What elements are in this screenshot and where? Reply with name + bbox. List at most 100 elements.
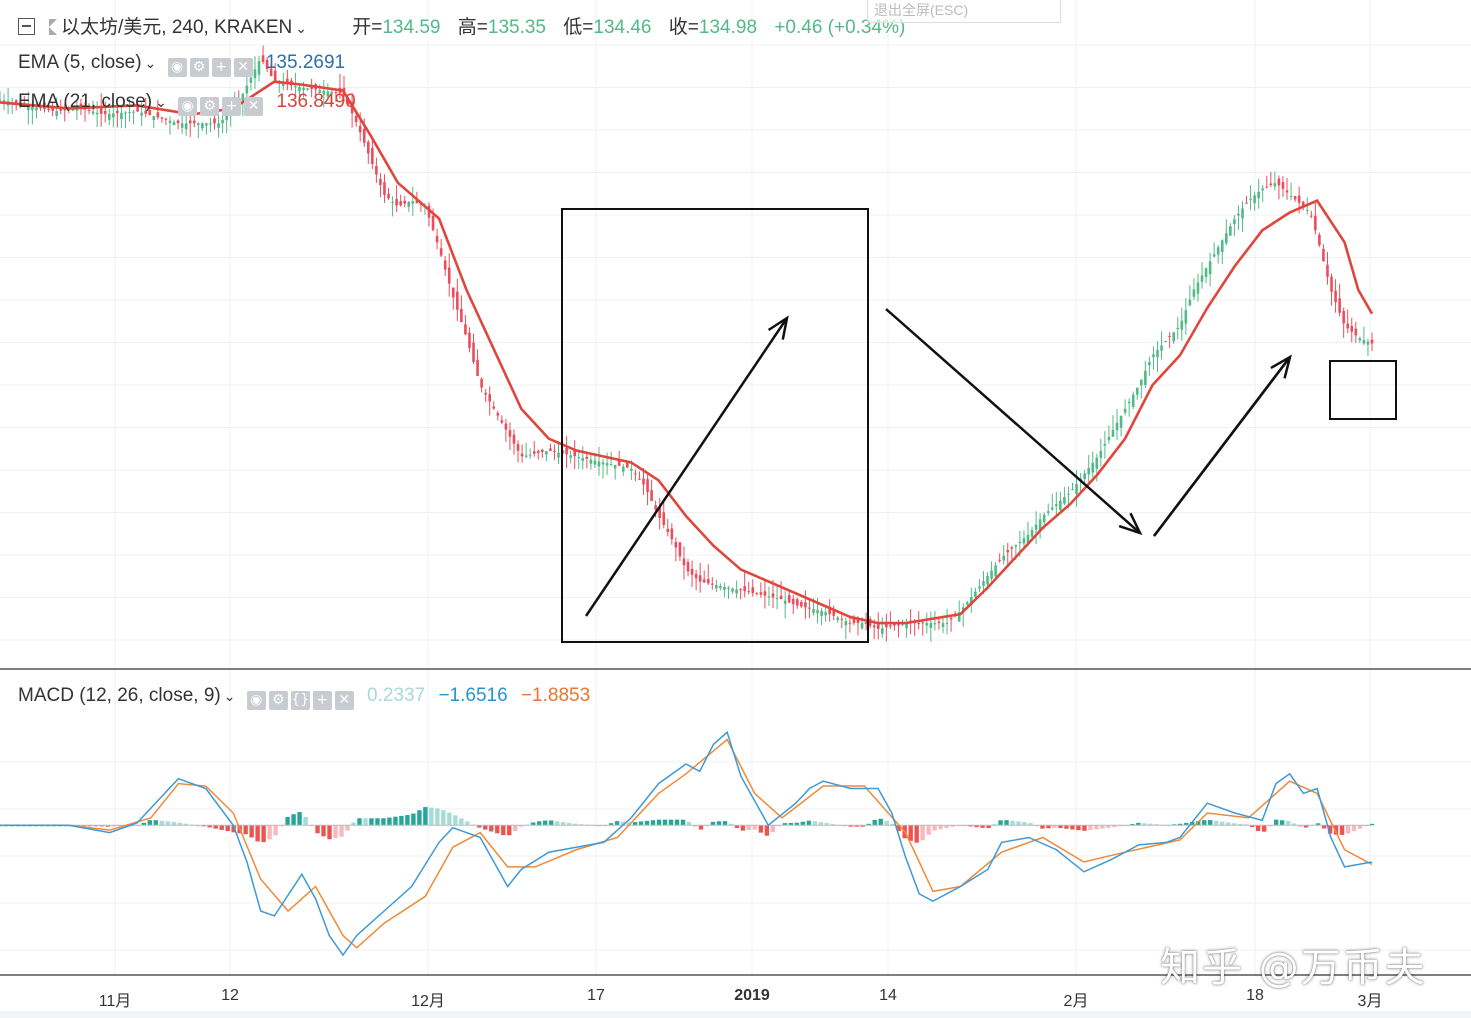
eye-icon[interactable]: ◉	[167, 58, 187, 77]
macd-histogram-bar	[375, 818, 380, 826]
macd-histogram-bar	[489, 825, 494, 832]
ema21-label[interactable]: EMA (21, close)	[18, 91, 153, 112]
candle-body	[241, 93, 245, 102]
candle-body	[427, 205, 431, 218]
eye-icon[interactable]: ◉	[178, 97, 198, 116]
macd-histogram-bar	[1040, 825, 1045, 829]
open-label: 开=	[352, 17, 383, 38]
macd-histogram-bar	[698, 825, 704, 830]
candle-body	[998, 559, 1001, 561]
candle-body	[986, 575, 989, 585]
macd-histogram-bar	[686, 821, 692, 826]
candle-body	[674, 542, 678, 548]
macd-histogram-bar	[1237, 823, 1243, 826]
candle-body	[136, 107, 139, 112]
close-value: 134.98	[698, 17, 758, 38]
candle-body	[512, 434, 516, 444]
exit-fullscreen-button[interactable]: 退出全屏(ESC)	[867, 0, 1061, 23]
macd-histogram-bar	[513, 825, 518, 832]
macd-histogram-bar	[1088, 825, 1093, 831]
candle-body	[245, 85, 249, 94]
candle-body	[148, 109, 152, 116]
candle-body	[124, 112, 127, 114]
candle-body	[1192, 289, 1196, 297]
close-icon[interactable]: ✕	[334, 691, 354, 710]
candle-body	[1026, 534, 1030, 543]
chevron-down-icon[interactable]: ⌄	[295, 20, 307, 36]
close-icon[interactable]: ✕	[233, 58, 253, 77]
candle-body	[613, 464, 617, 469]
macd-histogram-bar	[1196, 821, 1201, 826]
macd-histogram-bar	[1321, 825, 1327, 829]
close-icon[interactable]: ✕	[244, 97, 264, 116]
macd-histogram-bar	[854, 825, 859, 827]
gear-icon[interactable]: ⚙	[200, 97, 220, 116]
candle-body	[621, 466, 625, 472]
candle-body	[1123, 408, 1127, 413]
gear-icon[interactable]: ⚙	[189, 58, 209, 77]
macd-histogram-bar	[1363, 825, 1369, 827]
macd-histogram-bar	[794, 822, 800, 826]
macd-histogram-bar	[638, 821, 644, 826]
candle-body	[354, 115, 358, 123]
macd-histogram-bar	[291, 814, 296, 826]
gear-icon[interactable]: ⚙	[268, 691, 288, 710]
candle-body	[723, 586, 726, 590]
candle-body	[755, 593, 759, 595]
candle-body	[156, 112, 160, 118]
candle-body	[1293, 196, 1297, 200]
candle-body	[1002, 555, 1006, 561]
candle-body	[536, 450, 540, 453]
code-icon[interactable]: {}	[290, 691, 310, 710]
candle-body	[500, 420, 504, 423]
macd-histogram-bar	[441, 810, 446, 826]
plus-icon[interactable]: +	[222, 97, 242, 116]
candle-body	[1095, 457, 1099, 469]
candle-body	[1265, 186, 1269, 188]
candle-body	[840, 618, 844, 620]
macd-histogram-bar	[770, 825, 776, 833]
candle-body	[443, 260, 447, 270]
candle-body	[261, 55, 265, 62]
candle-body	[1237, 213, 1240, 216]
macd-histogram-bar	[944, 825, 949, 829]
candle-body	[735, 589, 738, 594]
macd-histogram-bar	[213, 825, 218, 829]
macd-histogram-bar	[453, 815, 458, 826]
candle-body	[144, 110, 147, 114]
macd-histogram-bar	[680, 819, 686, 826]
macd-histogram-bar	[692, 825, 698, 827]
candle-body	[1087, 468, 1090, 475]
ema5-label[interactable]: EMA (5, close)	[18, 52, 142, 73]
chevron-down-icon[interactable]: ⌄	[144, 55, 157, 71]
chevron-down-icon[interactable]: ⌄	[155, 94, 167, 110]
macd-label[interactable]: MACD (12, 26, close, 9)	[18, 685, 221, 706]
plus-icon[interactable]: +	[312, 691, 332, 710]
candle-body	[812, 609, 815, 614]
scrollbar	[0, 1011, 1471, 1018]
candle-body	[1212, 254, 1216, 257]
candle-body	[1152, 354, 1155, 358]
candle-body	[1010, 547, 1014, 549]
macd-histogram-bar	[938, 825, 943, 830]
ema5-value: 135.2691	[265, 52, 346, 73]
candle-body	[488, 394, 492, 402]
macd-histogram-bar	[644, 820, 650, 826]
collapse-icon[interactable]	[18, 18, 35, 35]
candle-body	[715, 585, 718, 589]
candle-body	[35, 107, 38, 111]
macd-histogram-bar	[1178, 823, 1183, 826]
candle-body	[306, 88, 309, 90]
candle-body	[1358, 338, 1362, 341]
plus-icon[interactable]: +	[211, 58, 231, 77]
symbol-title[interactable]: 以太坊/美元, 240, KRAKEN	[61, 17, 293, 38]
macd-histogram-bar	[1058, 825, 1063, 829]
candle-body	[391, 202, 394, 204]
candle-body	[451, 287, 455, 298]
macd-histogram-bar	[932, 825, 937, 831]
candle-body	[1330, 276, 1333, 292]
eye-icon[interactable]: ◉	[246, 691, 266, 710]
candle-body	[893, 623, 896, 626]
chevron-down-icon[interactable]: ⌄	[223, 688, 236, 704]
